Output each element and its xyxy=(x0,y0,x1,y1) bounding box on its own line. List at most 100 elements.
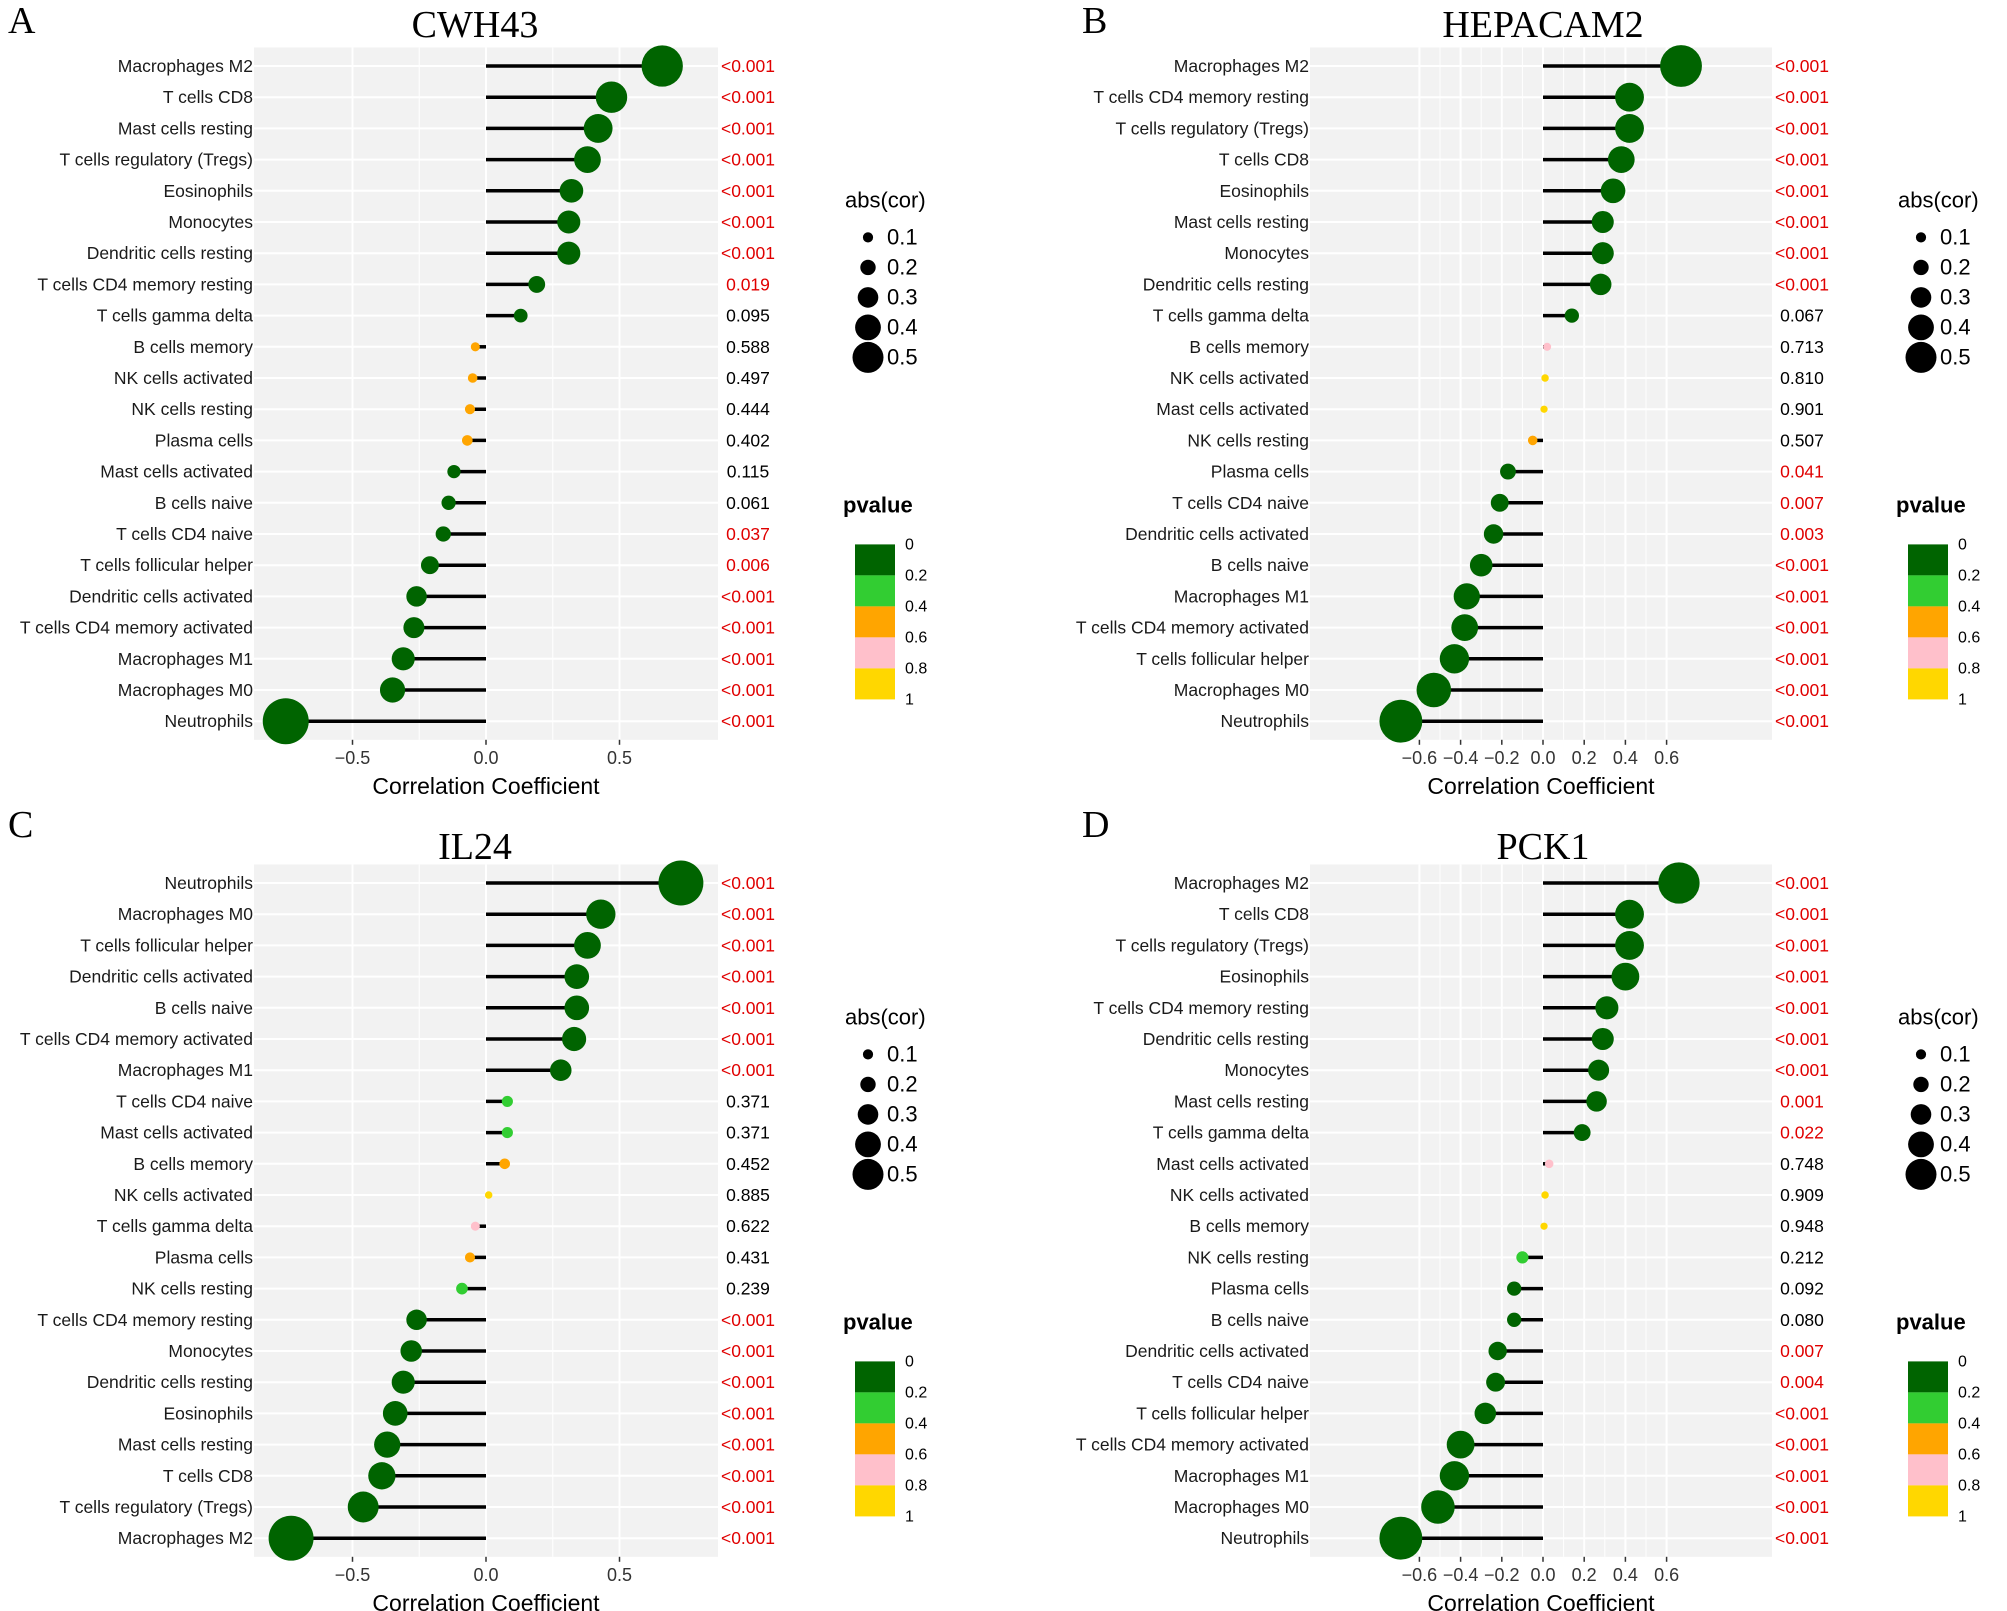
legend-color-bin xyxy=(1908,1423,1948,1455)
lollipop-point xyxy=(268,1515,314,1561)
p-value-label: <0.001 xyxy=(721,586,775,606)
lollipop-point xyxy=(562,1026,587,1052)
legend-size-dot xyxy=(852,341,884,373)
data-row: T cells follicular helper <0.001 xyxy=(1136,1402,1829,1425)
legend-color-label: 0.8 xyxy=(1958,660,1980,677)
data-row: Mast cells activated 0.371 xyxy=(100,1123,770,1143)
lollipop-point xyxy=(441,495,456,510)
legend-color-bin xyxy=(855,575,895,607)
data-row: NK cells resting 0.212 xyxy=(1187,1247,1823,1267)
plot-background xyxy=(1310,47,1772,740)
p-value-label: <0.001 xyxy=(721,1372,775,1392)
lollipop-point xyxy=(1451,614,1479,641)
lollipop-point xyxy=(499,1158,511,1170)
legend-size-dot xyxy=(860,1076,876,1093)
p-value-label: <0.001 xyxy=(1775,904,1829,924)
lollipop-point xyxy=(1544,1159,1554,1169)
p-value-label: <0.001 xyxy=(1775,274,1829,294)
data-row: NK cells resting 0.444 xyxy=(131,399,770,419)
data-row: Neutrophils <0.001 xyxy=(1220,699,1829,743)
data-row: Plasma cells 0.041 xyxy=(1211,462,1824,482)
category-label: Monocytes xyxy=(168,212,253,232)
lollipop-point xyxy=(484,1191,493,1199)
p-value-label: 0.061 xyxy=(726,493,770,513)
lollipop-point xyxy=(1591,210,1614,234)
panel-title: IL24 xyxy=(438,826,512,868)
p-value-label: <0.001 xyxy=(1775,711,1829,731)
category-label: T cells follicular helper xyxy=(80,935,253,955)
lollipop-point xyxy=(1527,435,1538,446)
category-label: Macrophages M1 xyxy=(1174,586,1309,606)
category-label: Macrophages M2 xyxy=(118,56,253,76)
lollipop-point xyxy=(1486,1372,1506,1392)
p-value-label: <0.001 xyxy=(721,87,775,107)
category-label: Neutrophils xyxy=(164,873,253,893)
p-value-label: 0.371 xyxy=(726,1123,770,1143)
x-tick-label: 0.5 xyxy=(607,1565,632,1585)
lollipop-point xyxy=(1595,996,1619,1020)
data-row: Macrophages M2 <0.001 xyxy=(1174,45,1829,87)
category-label: NK cells resting xyxy=(1187,430,1309,450)
lollipop-point xyxy=(1446,1430,1475,1459)
p-value-label: <0.001 xyxy=(721,1029,775,1049)
legend-size-label: 0.3 xyxy=(887,1101,918,1126)
legend: abs(cor) 0.1 0.2 0.3 0.4 0.5 pvalue 0 0.2 0.4 0.6 0… xyxy=(843,1004,927,1525)
lollipop-point xyxy=(513,308,528,323)
legend-color-label: 0.2 xyxy=(905,567,927,584)
legend: abs(cor) 0.1 0.2 0.3 0.4 0.5 pvalue 0 0.2 0.4 0.6 0… xyxy=(1896,187,1980,708)
data-row: Monocytes <0.001 xyxy=(168,1340,775,1362)
lollipop-point xyxy=(1453,583,1480,610)
data-row: T cells CD8 <0.001 xyxy=(1219,899,1829,929)
lollipop-point xyxy=(1573,1124,1591,1142)
panel-d: D PCK1 Macrophages M2 <0.001 T cells CD8 <0.0… xyxy=(1076,804,1980,1611)
legend-color-label: 0 xyxy=(1958,1353,1967,1370)
data-row: Macrophages M0 <0.001 xyxy=(1174,1490,1829,1524)
x-tick-label: −0.6 xyxy=(1402,1565,1438,1585)
p-value-label: 0.019 xyxy=(726,274,770,294)
category-label: Macrophages M0 xyxy=(1174,1497,1309,1517)
x-tick-label: 0.5 xyxy=(607,748,632,768)
p-value-label: 0.622 xyxy=(726,1216,770,1236)
lollipop-point xyxy=(382,1401,408,1426)
legend-color-label: 0.4 xyxy=(905,1415,927,1432)
p-value-label: <0.001 xyxy=(721,967,775,987)
category-label: Dendritic cells activated xyxy=(69,586,253,606)
category-label: T cells CD8 xyxy=(163,87,253,107)
lollipop-point xyxy=(1507,1312,1522,1327)
p-value-label: <0.001 xyxy=(1775,56,1829,76)
category-label: Mast cells activated xyxy=(100,462,253,482)
legend-color-bin xyxy=(1908,1485,1948,1517)
lollipop-point xyxy=(1543,342,1552,351)
legend-color-bin xyxy=(1908,544,1948,576)
x-tick-label: −0.5 xyxy=(335,1565,371,1585)
category-label: Mast cells activated xyxy=(1156,1154,1309,1174)
p-value-label: <0.001 xyxy=(721,1528,775,1548)
legend-color-title: pvalue xyxy=(843,492,913,517)
legend-color-bin xyxy=(855,606,895,638)
legend-size-label: 0.5 xyxy=(887,344,918,369)
category-label: Dendritic cells activated xyxy=(69,967,253,987)
category-label: T cells CD4 naive xyxy=(1172,1372,1309,1392)
legend-size-title: abs(cor) xyxy=(1898,187,1979,212)
p-value-label: <0.001 xyxy=(1775,87,1829,107)
category-label: Dendritic cells resting xyxy=(87,1372,253,1392)
p-value-label: <0.001 xyxy=(1775,998,1829,1018)
category-label: T cells gamma delta xyxy=(1153,306,1310,326)
data-row: Dendritic cells activated 0.003 xyxy=(1125,524,1824,544)
p-value-label: <0.001 xyxy=(721,1466,775,1486)
data-row: T cells regulatory (Tregs) <0.001 xyxy=(1115,113,1829,143)
data-row: T cells regulatory (Tregs) <0.001 xyxy=(59,1491,775,1523)
data-row: T cells CD4 naive 0.007 xyxy=(1172,493,1824,513)
category-label: T cells CD4 naive xyxy=(1172,493,1309,513)
legend-color-label: 0.4 xyxy=(1958,1415,1980,1432)
category-label: Eosinophils xyxy=(1220,967,1310,987)
legend-size-title: abs(cor) xyxy=(1898,1004,1979,1029)
data-row: Neutrophils <0.001 xyxy=(1220,1516,1829,1560)
legend-color-label: 0.6 xyxy=(1958,629,1980,646)
p-value-label: <0.001 xyxy=(721,904,775,924)
category-label: Eosinophils xyxy=(164,1403,254,1423)
category-label: NK cells resting xyxy=(131,1279,253,1299)
lollipop-point xyxy=(1611,962,1640,991)
category-label: T cells gamma delta xyxy=(1153,1123,1310,1143)
